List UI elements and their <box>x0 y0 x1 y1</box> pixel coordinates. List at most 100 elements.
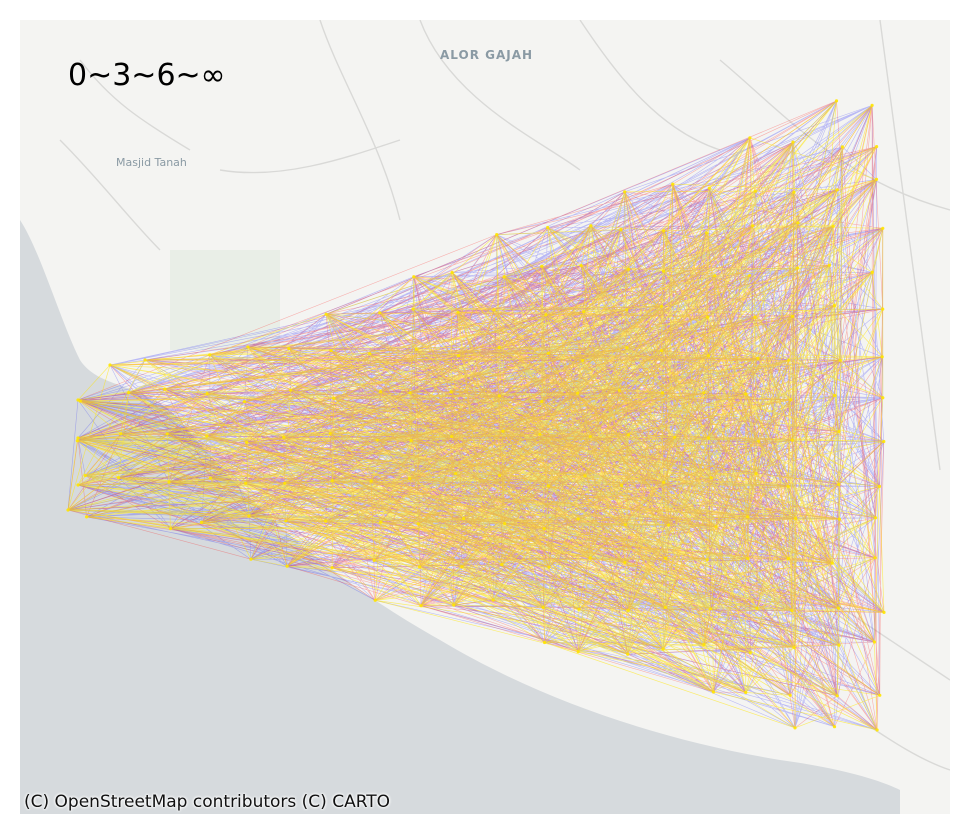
zone-node <box>330 479 334 483</box>
zone-node <box>503 522 507 526</box>
zone-node <box>284 519 288 523</box>
zone-node <box>379 520 383 524</box>
zone-node <box>287 346 291 351</box>
flow-edges-layer <box>67 100 885 731</box>
zone-node <box>546 225 550 230</box>
zone-node <box>881 226 885 230</box>
zone-node <box>746 557 750 561</box>
zone-node <box>878 693 882 697</box>
zone-node <box>581 358 585 362</box>
zone-node <box>330 566 334 570</box>
zone-node <box>409 438 413 443</box>
zone-node <box>661 269 666 273</box>
zone-node <box>792 190 796 194</box>
zone-node <box>588 435 592 439</box>
zone-node <box>576 391 580 395</box>
zone-node <box>706 436 711 440</box>
zone-node <box>832 725 837 729</box>
zone-node <box>881 307 885 311</box>
zone-node <box>244 481 248 485</box>
zone-node <box>753 315 757 319</box>
zone-node <box>456 354 461 358</box>
zone-node <box>702 643 706 647</box>
zone-node <box>705 558 709 562</box>
zone-node <box>664 556 668 561</box>
zone-node <box>835 694 839 698</box>
zone-node <box>450 270 454 275</box>
zone-node <box>827 263 832 267</box>
zone-node <box>163 387 167 391</box>
zone-node <box>714 525 718 529</box>
zone-node <box>500 563 504 567</box>
zone-node <box>450 435 454 439</box>
zone-node <box>498 474 502 478</box>
road <box>879 20 941 471</box>
zone-node <box>328 431 332 435</box>
zone-node <box>707 186 711 190</box>
zone-node <box>408 477 412 481</box>
zone-node <box>375 438 379 442</box>
zone-node <box>408 391 412 395</box>
zone-node <box>881 396 885 400</box>
zone-node <box>873 556 877 560</box>
zone-node <box>289 388 293 392</box>
zone-node <box>832 303 837 308</box>
zone-node <box>199 520 204 524</box>
zone-node <box>706 315 710 319</box>
zone-node <box>754 472 758 476</box>
zone-node <box>76 483 80 487</box>
zone-node <box>744 690 748 695</box>
zone-node <box>492 308 496 312</box>
zone-node <box>751 224 755 228</box>
zone-node <box>583 474 587 478</box>
zone-node <box>66 508 70 512</box>
zone-node <box>787 358 791 362</box>
zone-node <box>462 517 466 521</box>
zone-node <box>324 519 328 523</box>
zone-node <box>870 103 874 107</box>
zone-node <box>543 640 547 645</box>
zone-node <box>412 275 416 279</box>
road <box>579 20 721 151</box>
zone-node <box>791 140 795 144</box>
zone-node <box>416 522 420 526</box>
zone-node <box>623 560 627 565</box>
zone-node <box>786 557 791 561</box>
zone-node <box>786 484 790 489</box>
zone-node <box>709 476 713 480</box>
zone-node <box>702 391 706 395</box>
map-view[interactable]: ALOR GAJAH Masjid Tanah 0~3~6~∞ (C) Open… <box>20 20 950 814</box>
road <box>219 139 401 174</box>
zone-node <box>282 435 286 439</box>
legend-label: 0~3~6~∞ <box>68 58 226 93</box>
zone-node <box>454 472 458 476</box>
zone-node <box>619 227 623 232</box>
zone-node <box>165 432 169 436</box>
zone-node <box>838 358 842 362</box>
zone-node <box>245 440 249 444</box>
zone-node <box>541 605 545 610</box>
zone-node <box>790 438 794 442</box>
zone-node <box>546 351 550 355</box>
zone-node <box>756 439 761 443</box>
zone-node <box>538 432 542 436</box>
zone-node <box>837 643 841 647</box>
zone-node <box>208 476 212 480</box>
zone-node <box>544 313 548 317</box>
road <box>319 20 401 221</box>
zone-node <box>662 480 666 484</box>
zone-node <box>418 565 422 569</box>
zone-node <box>880 355 884 359</box>
zone-node <box>882 439 886 444</box>
zone-node <box>547 565 551 569</box>
zone-node <box>368 352 372 356</box>
zone-node <box>75 439 79 443</box>
road <box>719 59 950 211</box>
zone-node <box>577 607 581 611</box>
zone-node <box>659 304 664 308</box>
zone-node <box>794 516 798 520</box>
zone-node <box>875 145 879 149</box>
zone-node <box>708 607 713 611</box>
zone-node <box>411 307 415 311</box>
zone-node <box>588 556 592 560</box>
